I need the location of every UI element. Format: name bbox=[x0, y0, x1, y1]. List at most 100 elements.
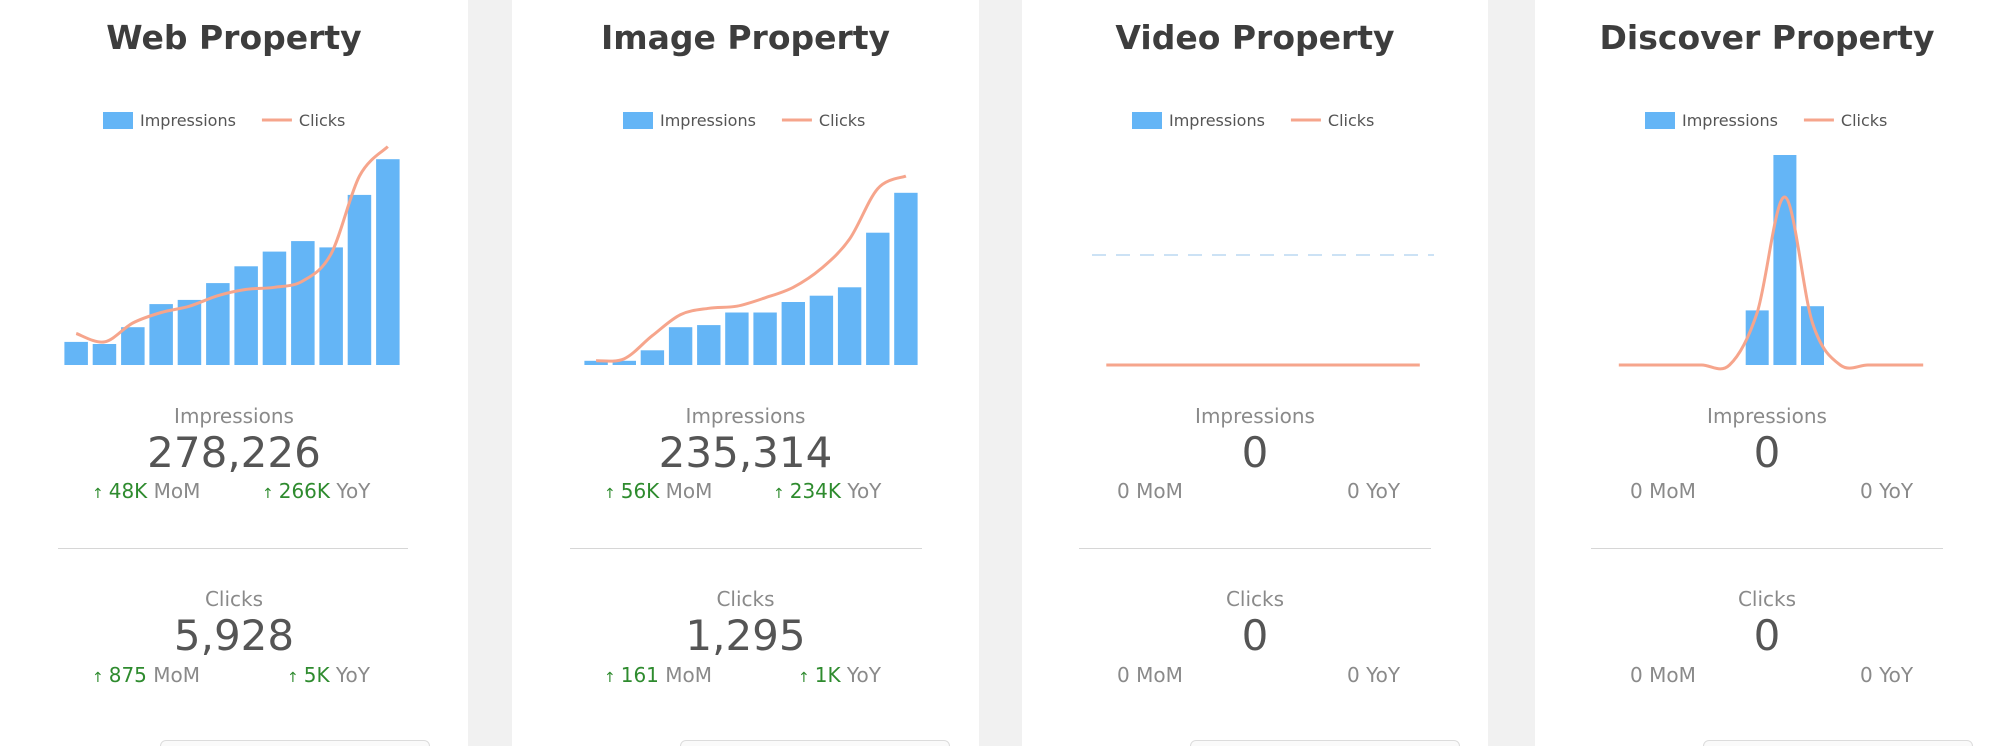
details-button[interactable] bbox=[1703, 740, 1973, 746]
details-button[interactable] bbox=[680, 740, 950, 746]
impressions-yoy: 0 YoY bbox=[1347, 479, 1401, 503]
discover-property-card: Discover Property Impressions Clicks Impr… bbox=[1535, 0, 1999, 746]
impressions-bar bbox=[92, 344, 117, 365]
legend-impressions-label: Impressions bbox=[660, 111, 756, 130]
clicks-yoy: 0 YoY bbox=[1860, 663, 1914, 687]
legend-impressions-swatch bbox=[623, 112, 653, 129]
impressions-bar bbox=[234, 266, 258, 365]
legend-impressions-swatch bbox=[103, 112, 133, 129]
impressions-value: 235,314 bbox=[658, 428, 833, 477]
clicks-mom: ↑ 875 MoM bbox=[92, 663, 201, 687]
up-arrow-icon: ↑ bbox=[92, 670, 104, 686]
impressions-yoy: 0 YoY bbox=[1860, 479, 1914, 503]
clicks-label: Clicks bbox=[1225, 587, 1285, 611]
clicks-value: 0 bbox=[1241, 611, 1269, 660]
clicks-yoy: ↑ 5K YoY bbox=[287, 663, 370, 687]
clicks-value: 0 bbox=[1753, 611, 1781, 660]
clicks-yoy: 0 YoY bbox=[1347, 663, 1401, 687]
impressions-mom: ↑ 56K MoM bbox=[604, 479, 713, 503]
impressions-yoy: ↑ 234K YoY bbox=[773, 479, 882, 503]
clicks-line bbox=[1618, 195, 1924, 371]
impressions-bar bbox=[376, 159, 400, 365]
impressions-bar bbox=[319, 247, 343, 365]
impressions-label: Impressions bbox=[685, 404, 806, 428]
card-title: Web Property bbox=[106, 18, 362, 57]
web-property-card: Web Property Impressions Clicks Impressio… bbox=[0, 0, 468, 746]
clicks-value: 5,928 bbox=[173, 611, 295, 660]
impressions-label: Impressions bbox=[174, 404, 294, 428]
clicks-label: Clicks bbox=[716, 587, 775, 611]
impressions-value: 278,226 bbox=[147, 428, 321, 477]
legend-clicks-label: Clicks bbox=[1328, 111, 1374, 130]
impressions-bar bbox=[837, 287, 862, 365]
impressions-label: Impressions bbox=[1195, 404, 1315, 428]
clicks-label: Clicks bbox=[1737, 587, 1797, 611]
divider bbox=[58, 548, 408, 549]
impressions-value: 0 bbox=[1753, 428, 1781, 477]
impressions-bar bbox=[1773, 155, 1797, 365]
impressions-value: 0 bbox=[1241, 428, 1269, 477]
impressions-bar bbox=[612, 360, 636, 365]
impressions-bar bbox=[781, 302, 805, 365]
impressions-bar bbox=[177, 299, 202, 365]
impressions-bar bbox=[668, 327, 693, 365]
impressions-label: Impressions bbox=[1707, 404, 1827, 428]
legend-impressions-swatch bbox=[1132, 112, 1162, 129]
impressions-bar bbox=[149, 304, 173, 365]
impressions-bar bbox=[894, 192, 918, 365]
impressions-bar bbox=[697, 325, 721, 365]
up-arrow-icon: ↑ bbox=[604, 486, 616, 502]
impressions-bar bbox=[753, 312, 777, 365]
clicks-value: 1,295 bbox=[685, 611, 806, 660]
video-property-chart: Impressions Clicks bbox=[1092, 111, 1434, 367]
up-arrow-icon: ↑ bbox=[287, 670, 299, 686]
image-property-card: Image Property Impressions Clicks Impress… bbox=[512, 0, 979, 746]
impressions-bar bbox=[291, 241, 315, 365]
clicks-yoy: ↑ 1K YoY bbox=[798, 663, 881, 687]
video-property-card: Video Property Impressions Clicks Impress… bbox=[1022, 0, 1488, 746]
up-arrow-icon: ↑ bbox=[773, 486, 785, 502]
impressions-bar bbox=[640, 350, 665, 365]
impressions-bar bbox=[809, 295, 834, 365]
impressions-bar bbox=[262, 251, 287, 365]
up-arrow-icon: ↑ bbox=[798, 670, 810, 686]
impressions-mom: 0 MoM bbox=[1117, 479, 1183, 503]
legend-impressions-label: Impressions bbox=[1169, 111, 1265, 130]
impressions-mom: 0 MoM bbox=[1630, 479, 1696, 503]
impressions-bar bbox=[725, 312, 749, 365]
divider bbox=[1591, 548, 1943, 549]
impressions-bar bbox=[866, 232, 890, 365]
impressions-bar bbox=[1801, 306, 1824, 365]
clicks-line bbox=[75, 145, 389, 344]
legend-impressions-label: Impressions bbox=[1682, 111, 1778, 130]
impressions-bar bbox=[347, 194, 372, 365]
clicks-mom: 0 MoM bbox=[1630, 663, 1696, 687]
up-arrow-icon: ↑ bbox=[262, 486, 274, 502]
impressions-bar bbox=[584, 360, 608, 365]
discover-property-chart: Impressions Clicks bbox=[1618, 111, 1924, 371]
legend-clicks-label: Clicks bbox=[299, 111, 345, 130]
clicks-mom: 0 MoM bbox=[1117, 663, 1183, 687]
web-property-chart: Impressions Clicks bbox=[64, 111, 400, 365]
divider bbox=[1079, 548, 1431, 549]
legend-clicks-label: Clicks bbox=[1841, 111, 1887, 130]
impressions-bar bbox=[64, 341, 88, 365]
details-button[interactable] bbox=[1190, 740, 1460, 746]
legend-impressions-label: Impressions bbox=[140, 111, 236, 130]
card-title: Discover Property bbox=[1599, 18, 1935, 57]
impressions-bar bbox=[121, 327, 145, 365]
impressions-mom: ↑ 48K MoM bbox=[92, 479, 201, 503]
clicks-mom: ↑ 161 MoM bbox=[604, 663, 713, 687]
up-arrow-icon: ↑ bbox=[92, 486, 104, 502]
legend-impressions-swatch bbox=[1645, 112, 1675, 129]
card-title: Video Property bbox=[1115, 18, 1395, 57]
impressions-bar bbox=[1745, 310, 1769, 365]
card-title: Image Property bbox=[600, 18, 891, 57]
impressions-bar bbox=[206, 283, 230, 365]
clicks-label: Clicks bbox=[204, 587, 264, 611]
impressions-yoy: ↑ 266K YoY bbox=[262, 479, 371, 503]
legend-clicks-label: Clicks bbox=[819, 111, 865, 130]
details-button[interactable] bbox=[160, 740, 430, 746]
clicks-line bbox=[595, 174, 907, 363]
image-property-chart: Impressions Clicks bbox=[584, 111, 918, 365]
